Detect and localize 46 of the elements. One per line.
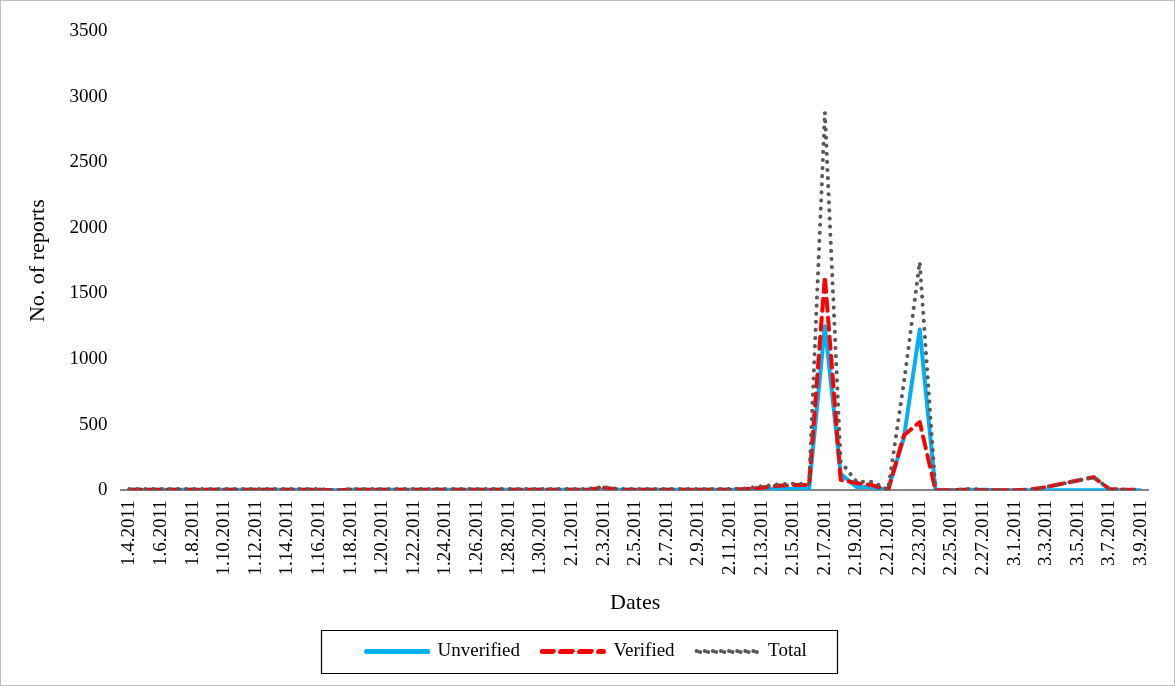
x-tick-label: 3.3.2011 [1034, 500, 1056, 567]
y-tick-label: 3000 [69, 84, 108, 106]
x-tick-label: 1.18.2011 [338, 500, 360, 576]
x-tick-label: 1.14.2011 [275, 500, 297, 576]
x-tick-label: 2.5.2011 [623, 500, 645, 567]
x-tick-label: 2.11.2011 [718, 500, 739, 575]
x-tick-label: 1.6.2011 [148, 500, 170, 567]
y-axis-title: No. of reports [23, 199, 49, 323]
x-tick-label: 1.30.2011 [528, 500, 550, 576]
x-tick-label: 2.1.2011 [559, 500, 581, 567]
y-tick-label: 0 [97, 478, 108, 500]
x-tick-label: 2.3.2011 [591, 500, 613, 567]
x-tick-label: 2.25.2011 [939, 500, 961, 576]
x-tick-label: 3.1.2011 [1002, 500, 1024, 567]
x-tick-label: 1.28.2011 [496, 500, 518, 576]
x-tick-label: 2.9.2011 [686, 500, 708, 567]
x-tick-label: 2.23.2011 [907, 500, 929, 576]
y-tick-label: 500 [78, 412, 108, 434]
x-tick-label: 1.22.2011 [401, 500, 423, 576]
x-tick-label: 1.20.2011 [370, 500, 392, 576]
x-tick-label: 1.4.2011 [117, 500, 139, 567]
x-tick-label: 2.27.2011 [970, 500, 992, 576]
x-tick-label: 3.5.2011 [1065, 500, 1087, 567]
x-tick-label: 1.26.2011 [465, 500, 487, 576]
x-tick-label: 1.10.2011 [212, 500, 234, 576]
x-tick-label: 3.9.2011 [1129, 500, 1151, 567]
y-tick-label: 3500 [69, 18, 108, 40]
legend-label: Total [768, 639, 807, 661]
y-tick-label: 1500 [69, 281, 108, 303]
x-tick-label: 1.8.2011 [180, 500, 202, 567]
x-tick-label: 1.24.2011 [433, 500, 455, 576]
y-tick-label: 2000 [69, 215, 108, 237]
x-tick-label: 2.21.2011 [876, 500, 898, 576]
x-tick-label: 2.7.2011 [654, 500, 676, 567]
y-tick-label: 1000 [69, 347, 108, 369]
x-tick-label: 2.17.2011 [812, 500, 834, 576]
legend-label: Unverified [437, 639, 521, 661]
x-tick-label: 3.7.2011 [1097, 500, 1119, 567]
x-tick-label: 1.12.2011 [243, 500, 265, 576]
x-tick-label: 1.16.2011 [306, 500, 328, 576]
x-tick-label: 2.13.2011 [749, 500, 771, 576]
x-axis-title: Dates [610, 588, 661, 614]
y-tick-label: 2500 [69, 150, 108, 172]
x-tick-label: 2.19.2011 [844, 500, 866, 576]
x-tick-label: 2.15.2011 [781, 500, 803, 576]
legend-label: Verified [613, 639, 676, 661]
